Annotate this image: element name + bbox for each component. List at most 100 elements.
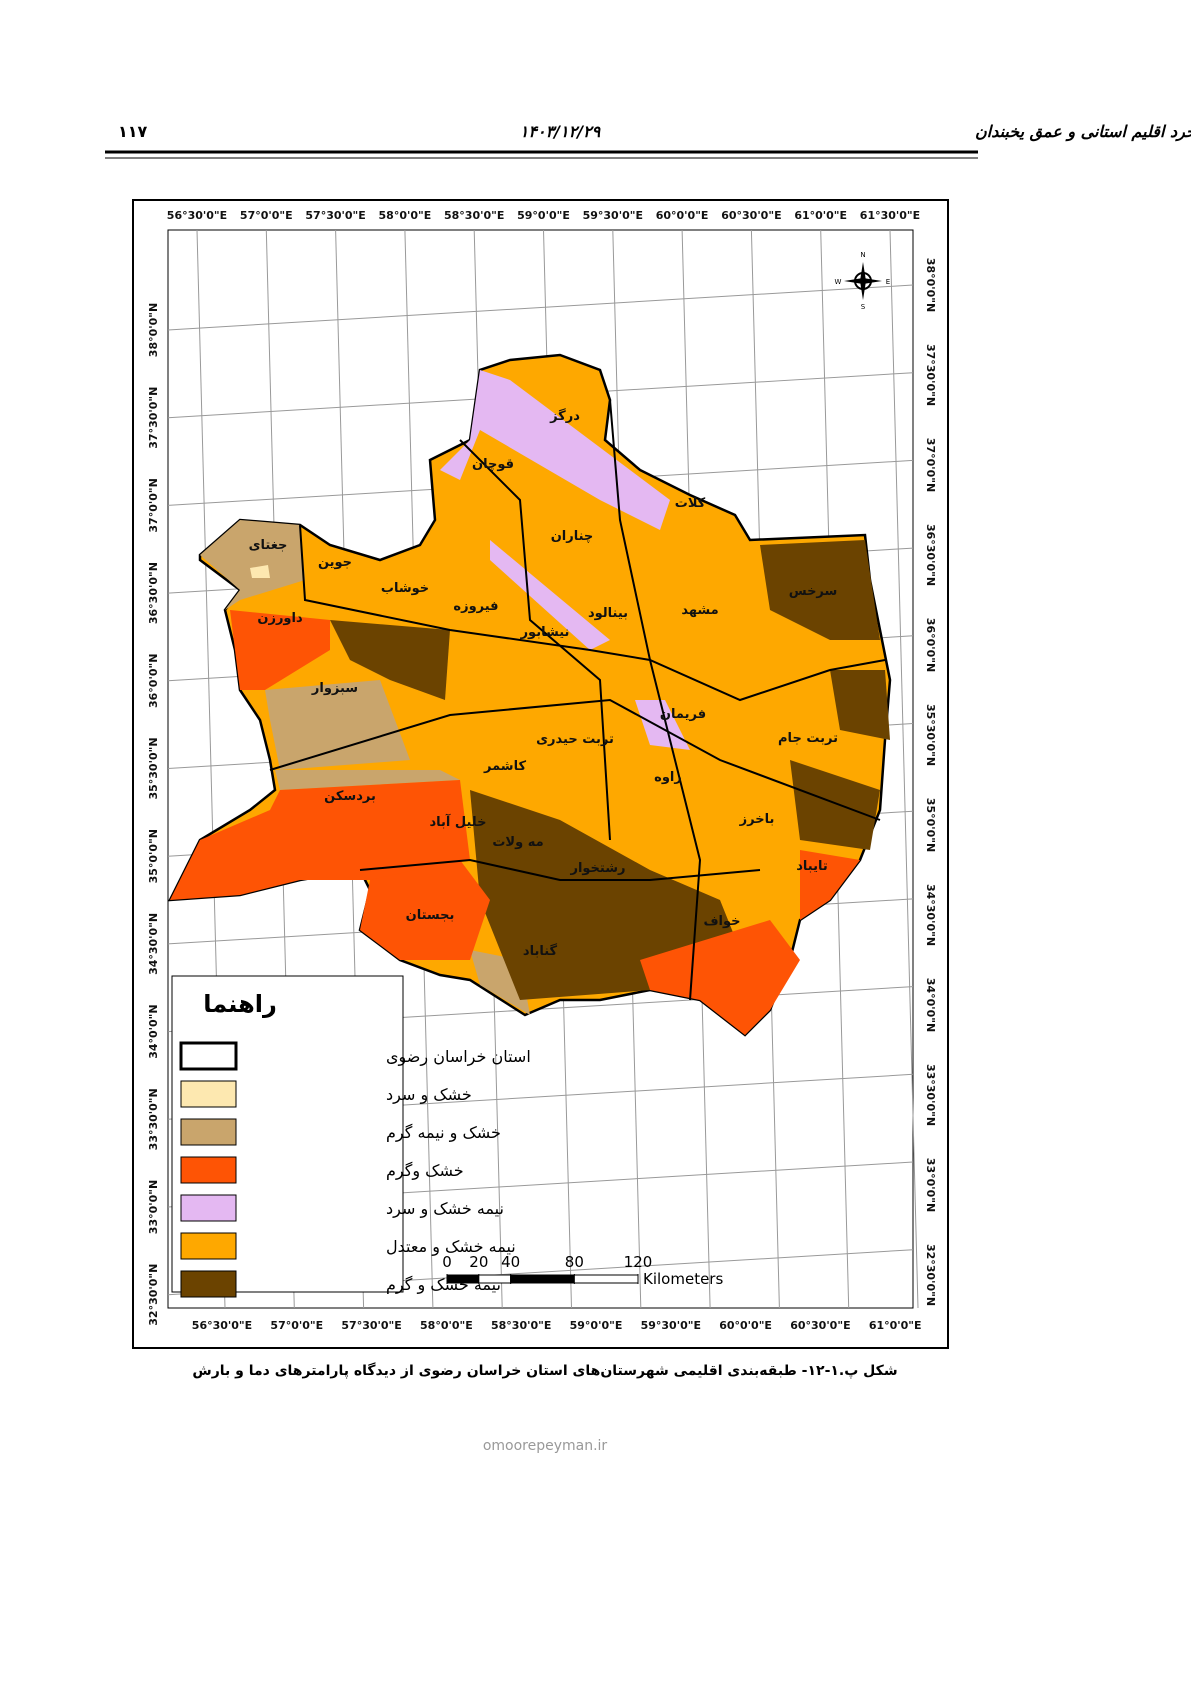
county-label: تایباد (796, 859, 828, 874)
graticule-line (889, 229, 919, 1309)
county-label: بجستان (406, 908, 455, 923)
scale-unit: Kilometers (643, 1270, 723, 1288)
county-label: فیروزه (453, 599, 498, 614)
county-label: داورزن (257, 611, 303, 626)
county-label: بینالود (588, 606, 628, 621)
county-label: رشتخوار (569, 861, 625, 876)
county-label: خلیل آباد (429, 813, 486, 830)
county-label: کلات (675, 496, 706, 511)
scale-label: 40 (501, 1253, 520, 1271)
coord-label: 60°30'0"E (721, 209, 781, 222)
coord-label: 56°30'0"E (192, 1319, 252, 1332)
coord-label: 60°0'0"E (656, 209, 709, 222)
compass-letter: N (860, 251, 865, 259)
county-border (459, 439, 611, 841)
legend-swatch (180, 1232, 237, 1260)
legend-swatch (179, 1041, 238, 1071)
compass-letter: S (861, 303, 866, 311)
coord-label: 34°0'0"N (924, 978, 937, 1032)
coord-label: 33°0'0"N (147, 1180, 160, 1234)
region (635, 700, 690, 750)
coord-label: 57°30'0"E (305, 209, 365, 222)
coord-label: 59°30'0"E (583, 209, 643, 222)
legend-label: نیمه خشک و معتدل (386, 1237, 516, 1257)
legend-title: راهنما (203, 990, 277, 1018)
scale-label: 80 (565, 1253, 584, 1271)
scale-label: 20 (469, 1253, 488, 1271)
coord-label: 36°0'0"N (147, 654, 160, 708)
coord-label: 59°0'0"E (517, 209, 570, 222)
coord-label: 38°0'0"N (924, 258, 937, 312)
scale-segment (510, 1274, 575, 1284)
compass-needle (844, 278, 882, 284)
legend-swatch (180, 1194, 237, 1222)
coord-label: 32°30'0"N (924, 1244, 937, 1306)
compass-letter: E (886, 278, 890, 286)
county-label: تربت حیدری (536, 732, 614, 747)
legend-swatch (180, 1118, 237, 1146)
legend-label: نیمه خشک و سرد (386, 1199, 504, 1219)
coord-label: 58°30'0"E (444, 209, 504, 222)
county-label: گناباد (523, 943, 558, 959)
county-label: بردسکن (324, 789, 376, 804)
region (760, 540, 880, 640)
coord-label: 37°0'0"N (147, 478, 160, 532)
coord-label: 57°0'0"E (270, 1319, 323, 1332)
header-title: پیوست ۱ - نقشه‌های خرد اقلیم استانی و عم… (975, 122, 1191, 142)
region (440, 370, 670, 530)
coord-label: 59°0'0"E (570, 1319, 623, 1332)
region (490, 540, 610, 650)
coord-label: 33°30'0"N (147, 1088, 160, 1150)
region (470, 790, 740, 1000)
county-label: زاوه (654, 770, 682, 785)
coord-label: 58°0'0"E (379, 209, 432, 222)
county-label: خوشاب (381, 581, 429, 596)
coord-label: 34°0'0"N (147, 1004, 160, 1058)
legend-swatch (180, 1270, 237, 1298)
legend-label: استان خراسان رضوی (386, 1047, 531, 1067)
county-label: مه ولات (492, 835, 543, 850)
compass-letter: W (835, 278, 842, 286)
coord-label: 34°30'0"N (924, 884, 937, 946)
coord-label: 37°0'0"N (924, 438, 937, 492)
coord-label: 60°30'0"E (790, 1319, 850, 1332)
scale-label: 120 (624, 1253, 653, 1271)
county-label: قوچان (472, 457, 514, 472)
coord-label: 36°30'0"N (924, 524, 937, 586)
coord-label: 38°0'0"N (147, 303, 160, 357)
county-label: تربت جام (778, 731, 838, 746)
coord-label: 34°30'0"N (147, 913, 160, 975)
caption: شکل پ.۱-۱۲- طبقه‌بندی اقلیمی شهرستان‌های… (192, 1362, 897, 1379)
region (250, 565, 270, 578)
scale-segment (478, 1274, 512, 1284)
coord-label: 36°0'0"N (924, 618, 937, 672)
legend-label: خشک و سرد (386, 1085, 472, 1105)
county-label: فریمان (660, 707, 706, 722)
region (640, 920, 800, 1035)
county-label: سبزوار (311, 681, 358, 696)
county-label: باخرز (739, 812, 775, 827)
county-border (299, 524, 886, 702)
county-label: سرخس (789, 584, 838, 599)
county-border (609, 399, 702, 1001)
region (200, 520, 305, 610)
graticule-line (167, 284, 914, 331)
scale-label: 0 (442, 1253, 452, 1271)
coord-label: 56°30'0"E (167, 209, 227, 222)
coord-label: 32°30'0"N (147, 1264, 160, 1326)
coord-label: 35°30'0"N (924, 704, 937, 766)
legend-swatch (180, 1080, 237, 1108)
region (360, 860, 490, 960)
coord-label: 57°30'0"E (341, 1319, 401, 1332)
legend-swatch (180, 1156, 237, 1184)
map-neatline (167, 229, 914, 1309)
county-label: خواف (703, 914, 740, 929)
region (230, 610, 330, 690)
coord-label: 58°0'0"E (420, 1319, 473, 1332)
scale-segment (573, 1274, 639, 1284)
coord-label: 57°0'0"E (240, 209, 293, 222)
legend-label: خشک وگرم (386, 1161, 464, 1181)
coord-label: 58°30'0"E (491, 1319, 551, 1332)
county-label: جوین (318, 555, 352, 570)
region (800, 850, 860, 920)
